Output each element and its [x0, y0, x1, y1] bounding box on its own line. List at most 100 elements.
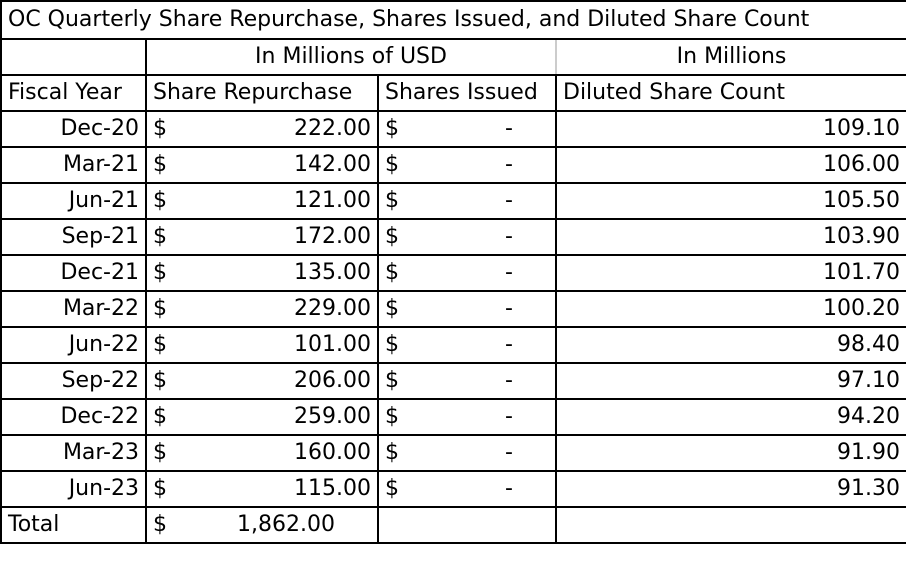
currency-symbol: $ — [385, 440, 399, 465]
shares-issued-cell: $ - — [377, 362, 557, 400]
share-repurchase-cell: $259.00 — [145, 398, 379, 436]
shares-issued-cell-value: - — [505, 260, 513, 285]
group-header-millions: In Millions — [554, 38, 906, 76]
currency-symbol: $ — [153, 440, 167, 465]
currency-symbol: $ — [153, 332, 167, 357]
share-repurchase-cell-value: 259.00 — [294, 404, 371, 429]
share-repurchase-cell-value: 160.00 — [294, 440, 371, 465]
share-repurchase-cell: $135.00 — [145, 254, 379, 292]
shares-issued-cell-value: - — [505, 476, 513, 501]
share-repurchase-cell-value: 142.00 — [294, 152, 371, 177]
share-repurchase-cell: $172.00 — [145, 218, 379, 256]
share-repurchase-cell-value: 101.00 — [294, 332, 371, 357]
column-header-shares-issued: Shares Issued — [377, 74, 557, 112]
period-cell: Jun-22 — [0, 326, 147, 364]
currency-symbol: $ — [153, 296, 167, 321]
table-row: Mar-23 $160.00 $ -91.90 — [0, 434, 906, 472]
period-cell: Mar-23 — [0, 434, 147, 472]
diluted-share-count-cell: 91.90 — [554, 434, 906, 472]
shares-issued-cell: $ - — [377, 290, 557, 328]
currency-symbol: $ — [385, 404, 399, 429]
shares-issued-cell-value: - — [505, 296, 513, 321]
shares-issued-cell-value: - — [505, 116, 513, 141]
shares-issued-cell: $ - — [377, 182, 557, 220]
share-repurchase-cell-value: 172.00 — [294, 224, 371, 249]
shares-issued-cell: $ - — [377, 434, 557, 472]
shares-issued-cell-value: - — [505, 404, 513, 429]
currency-symbol: $ — [153, 368, 167, 393]
diluted-share-count-cell: 91.30 — [554, 470, 906, 508]
table-row: Dec-22 $259.00 $ -94.20 — [0, 398, 906, 436]
currency-symbol: $ — [385, 332, 399, 357]
shares-issued-cell-value: - — [505, 152, 513, 177]
period-cell: Dec-21 — [0, 254, 147, 292]
currency-symbol: $ — [385, 224, 399, 249]
diluted-share-count-cell: 98.40 — [554, 326, 906, 364]
shares-issued-cell: $ - — [377, 470, 557, 508]
shares-issued-cell: $ - — [377, 146, 557, 184]
table-row: Jun-22 $101.00 $ -98.40 — [0, 326, 906, 364]
empty-cell — [554, 506, 906, 544]
diluted-share-count-cell: 94.20 — [554, 398, 906, 436]
period-cell: Mar-21 — [0, 146, 147, 184]
diluted-share-count-cell: 101.70 — [554, 254, 906, 292]
share-repurchase-cell: $160.00 — [145, 434, 379, 472]
table-row: Sep-21 $172.00 $ -103.90 — [0, 218, 906, 256]
shares-issued-cell-value: - — [505, 224, 513, 249]
currency-symbol: $ — [385, 296, 399, 321]
diluted-share-count-cell: 105.50 — [554, 182, 906, 220]
shares-issued-cell-value: - — [505, 188, 513, 213]
share-repurchase-table: OC Quarterly Share Repurchase, Shares Is… — [0, 0, 906, 544]
share-repurchase-cell-value: 229.00 — [294, 296, 371, 321]
share-repurchase-cell: $121.00 — [145, 182, 379, 220]
currency-symbol: $ — [385, 476, 399, 501]
period-cell: Mar-22 — [0, 290, 147, 328]
currency-symbol: $ — [153, 476, 167, 501]
currency-symbol: $ — [153, 152, 167, 177]
table-title: OC Quarterly Share Repurchase, Shares Is… — [0, 0, 906, 40]
column-header-share-repurchase: Share Repurchase — [145, 74, 379, 112]
currency-symbol: $ — [153, 260, 167, 285]
period-cell: Dec-22 — [0, 398, 147, 436]
period-cell: Jun-23 — [0, 470, 147, 508]
share-repurchase-cell: $206.00 — [145, 362, 379, 400]
group-header-usd: In Millions of USD — [145, 38, 557, 76]
period-cell: Sep-22 — [0, 362, 147, 400]
table-row: Jun-21 $121.00 $ -105.50 — [0, 182, 906, 220]
currency-symbol: $ — [385, 260, 399, 285]
empty-cell — [377, 506, 557, 544]
period-cell: Jun-21 — [0, 182, 147, 220]
currency-symbol: $ — [385, 188, 399, 213]
column-header-fiscal-year: Fiscal Year — [0, 74, 147, 112]
total-row: Total $1,862.00 — [0, 506, 906, 544]
currency-symbol: $ — [153, 512, 167, 537]
share-repurchase-cell-value: 222.00 — [294, 116, 371, 141]
shares-issued-cell: $ - — [377, 218, 557, 256]
table-row: Sep-22 $206.00 $ -97.10 — [0, 362, 906, 400]
period-cell: Dec-20 — [0, 110, 147, 148]
currency-symbol: $ — [153, 404, 167, 429]
share-repurchase-cell: $142.00 — [145, 146, 379, 184]
shares-issued-cell: $ - — [377, 110, 557, 148]
shares-issued-cell: $ - — [377, 326, 557, 364]
currency-symbol: $ — [153, 116, 167, 141]
share-repurchase-cell-value: 206.00 — [294, 368, 371, 393]
currency-symbol: $ — [385, 116, 399, 141]
currency-symbol: $ — [153, 188, 167, 213]
currency-symbol: $ — [385, 152, 399, 177]
share-repurchase-cell: $101.00 — [145, 326, 379, 364]
share-repurchase-cell-value: 135.00 — [294, 260, 371, 285]
diluted-share-count-cell: 109.10 — [554, 110, 906, 148]
share-repurchase-cell: $115.00 — [145, 470, 379, 508]
currency-symbol: $ — [153, 224, 167, 249]
shares-issued-cell-value: - — [505, 368, 513, 393]
table-row: Mar-21 $142.00 $ -106.00 — [0, 146, 906, 184]
share-repurchase-cell: $222.00 — [145, 110, 379, 148]
table-row: Mar-22 $229.00 $ -100.20 — [0, 290, 906, 328]
share-repurchase-cell-value: 121.00 — [294, 188, 371, 213]
table-row: Jun-23 $115.00 $ -91.30 — [0, 470, 906, 508]
total-repurchase-cell-value: 1,862.00 — [237, 512, 335, 537]
diluted-share-count-cell: 103.90 — [554, 218, 906, 256]
shares-issued-cell-value: - — [505, 440, 513, 465]
table-row: Dec-21 $135.00 $ -101.70 — [0, 254, 906, 292]
